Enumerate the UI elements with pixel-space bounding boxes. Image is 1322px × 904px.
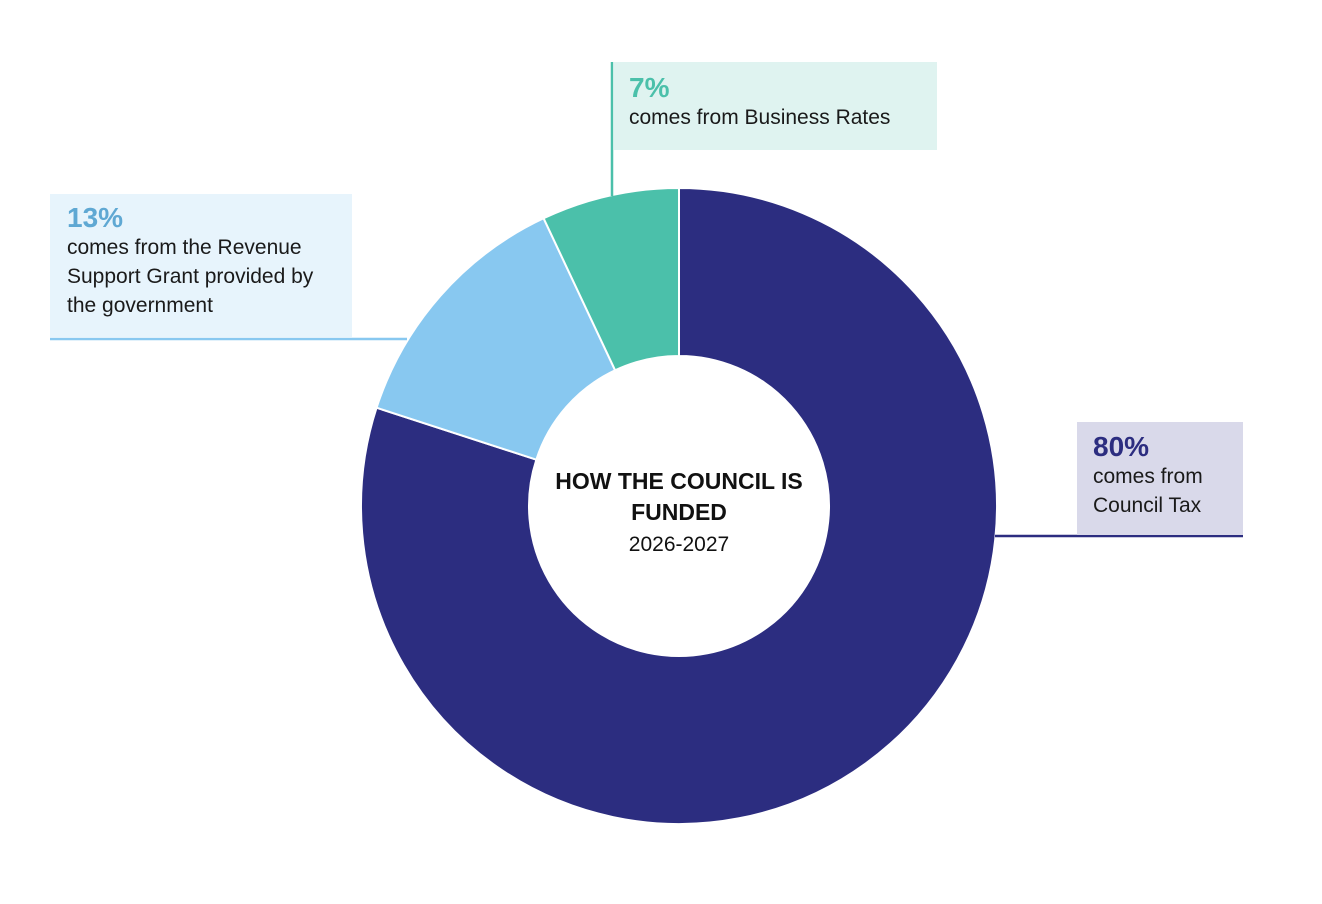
- donut-slice-revenue-support-grant: [375, 216, 617, 461]
- donut-slice-business-rates: [542, 186, 680, 372]
- donut-slices: [360, 186, 998, 825]
- leader-lines: [50, 62, 1243, 538]
- chart-subtitle: 2026-2027: [628, 533, 730, 556]
- callout-revenue-support-grant: 13% comes from the Revenue Support Grant…: [50, 194, 352, 337]
- slice-description-revenue-support-grant: comes from the Revenue Support Grant pro…: [67, 236, 314, 317]
- slice-description-council-tax: comes from Council Tax: [1093, 465, 1203, 517]
- chart-title: HOW THE COUNCIL IS FUNDED: [555, 468, 803, 525]
- slice-percent-revenue-support-grant: 13%: [67, 202, 124, 233]
- slice-percent-business-rates: 7%: [629, 72, 670, 103]
- callout-council-tax: 80% comes from Council Tax: [1077, 422, 1243, 535]
- center-label: HOW THE COUNCIL IS FUNDED 2026-2027: [529, 466, 829, 562]
- slice-description-business-rates: comes from Business Rates: [629, 106, 891, 129]
- callout-business-rates: 7% comes from Business Rates: [614, 62, 937, 150]
- slice-percent-council-tax: 80%: [1093, 431, 1150, 462]
- donut-slice-council-tax: [360, 186, 998, 825]
